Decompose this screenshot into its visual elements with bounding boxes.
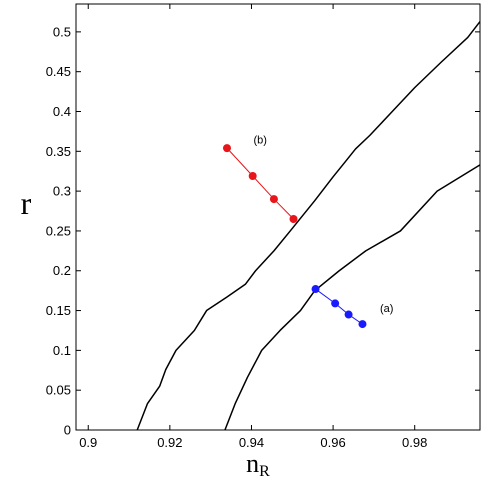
x-axis-label: nR	[246, 449, 270, 480]
y-tick-label: 0.05	[46, 383, 71, 398]
y-tick-label: 0.2	[53, 263, 71, 278]
plot-markers-group	[222, 144, 367, 329]
y-tick-label: 0.15	[46, 303, 71, 318]
y-tick-label: 0	[64, 423, 71, 438]
series-line-3	[226, 147, 294, 220]
series-4-point	[358, 320, 367, 329]
y-axis-label: r	[21, 185, 32, 221]
x-axis-ticks: 0.9 0.92 0.94 0.96 0.98	[79, 4, 427, 450]
annotations-group: (b) (a)	[254, 134, 394, 315]
annotation-label: (b)	[254, 134, 267, 146]
x-axis-label-main: n	[246, 449, 259, 478]
y-tick-label: 0.35	[46, 144, 71, 159]
y-axis-ticks: 0 0.05 0.1 0.15 0.2 0.25 0.3 0.35 0.4 0.45 0.5	[46, 24, 480, 438]
series-3-point	[222, 144, 231, 153]
x-axis-label-subscript: R	[259, 463, 270, 480]
plot-series-group	[136, 21, 481, 431]
series-line-1	[136, 21, 481, 431]
x-tick-label: 0.98	[402, 435, 427, 450]
y-tick-label: 0.5	[53, 24, 71, 39]
series-4-point	[331, 299, 340, 308]
y-tick-label: 0.3	[53, 184, 71, 199]
x-tick-label: 0.92	[157, 435, 182, 450]
plot-area-frame	[75, 3, 481, 431]
y-tick-label: 0.1	[53, 343, 71, 358]
series-line-2	[224, 164, 481, 431]
x-tick-label: 0.96	[320, 435, 345, 450]
annotation-label: (a)	[380, 303, 393, 315]
series-3-point	[248, 171, 257, 180]
series-3-point	[289, 214, 298, 223]
series-3-point	[269, 195, 278, 204]
x-tick-label: 0.9	[79, 435, 97, 450]
y-tick-label: 0.4	[53, 104, 71, 119]
x-tick-label: 0.94	[239, 435, 264, 450]
y-tick-label: 0.45	[46, 64, 71, 79]
series-line-4	[315, 288, 363, 325]
series-4-point	[311, 285, 320, 294]
y-tick-label: 0.25	[46, 223, 71, 238]
series-4-point	[344, 310, 353, 319]
